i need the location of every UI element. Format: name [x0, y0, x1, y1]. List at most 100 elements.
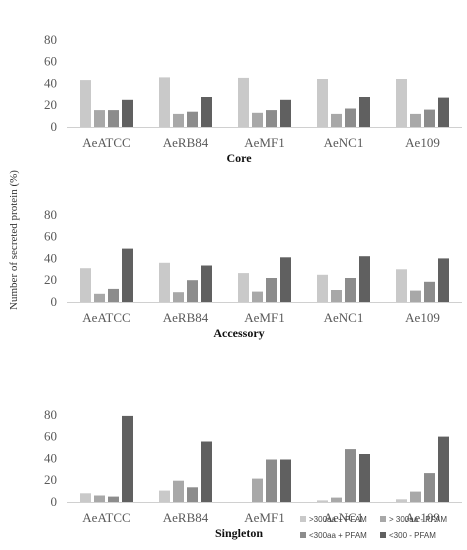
bar	[159, 490, 170, 502]
panel-core: 0 20 40 60 80 AeATCC AeRB84 AeMF1 AeNC1 Ae109 Core	[44, 32, 462, 165]
bar	[266, 459, 277, 502]
x-tick-label: AeRB84	[163, 310, 209, 325]
y-tick-label: 20	[44, 97, 57, 112]
bar	[187, 111, 198, 127]
bar	[122, 248, 133, 302]
legend-label: <300aa + PFAM	[309, 531, 367, 540]
legend-swatch	[300, 532, 306, 538]
x-tick-label: AeATCC	[82, 310, 130, 325]
bar	[159, 77, 170, 127]
bar	[331, 290, 342, 302]
bar	[410, 113, 421, 127]
legend-label: > 300aa - PFAM	[389, 515, 447, 524]
bar	[396, 499, 407, 502]
bar	[80, 80, 91, 127]
bar	[238, 77, 249, 127]
bar	[396, 269, 407, 302]
x-tick-label: Ae109	[405, 310, 440, 325]
bar	[159, 262, 170, 302]
bar	[280, 257, 291, 302]
legend-swatch	[380, 532, 386, 538]
x-tick-label: AeMF1	[244, 135, 284, 150]
y-tick-label: 0	[51, 494, 58, 509]
legend-label: <300 - PFAM	[389, 531, 436, 540]
bar	[252, 112, 263, 127]
bar	[108, 288, 119, 302]
bar	[252, 291, 263, 302]
bar	[438, 258, 449, 302]
y-tick-label: 40	[44, 250, 57, 265]
y-tick-label: 20	[44, 472, 57, 487]
y-tick-label: 60	[44, 229, 57, 244]
y-tick-label: 40	[44, 75, 57, 90]
legend-swatch	[300, 516, 306, 522]
bar	[94, 293, 105, 302]
bar	[201, 265, 212, 302]
bar	[173, 113, 184, 127]
bar	[331, 497, 342, 502]
panel-title: Core	[226, 151, 252, 165]
panel-singleton: 0 20 40 60 80 AeATCC AeRB84 AeMF1 AeNC1 Ae109 Sing…	[44, 407, 462, 540]
bar	[345, 449, 356, 502]
x-tick-label: AeATCC	[82, 510, 130, 525]
y-tick-label: 0	[51, 119, 58, 134]
bar	[424, 281, 435, 302]
y-tick-label: 80	[44, 407, 57, 422]
bar	[331, 113, 342, 127]
bar	[122, 99, 133, 128]
y-tick-label: 20	[44, 272, 57, 287]
legend-item: <300aa + PFAM	[300, 531, 367, 540]
bar	[438, 97, 449, 127]
bar	[173, 480, 184, 502]
x-tick-label: AeRB84	[163, 135, 209, 150]
bar	[396, 79, 407, 127]
bar	[317, 500, 328, 502]
y-tick-label: 40	[44, 450, 57, 465]
bar	[266, 278, 277, 302]
legend-label: >300aa + PFAM	[309, 515, 367, 524]
bar	[187, 487, 198, 502]
y-tick-label: 80	[44, 207, 57, 222]
bar	[280, 459, 291, 502]
legend-item: > 300aa - PFAM	[380, 515, 447, 524]
bar	[345, 108, 356, 127]
legend-item: <300 - PFAM	[380, 531, 436, 540]
bar	[410, 491, 421, 502]
bar	[317, 274, 328, 303]
x-tick-label: Ae109	[405, 510, 440, 525]
y-tick-label: 60	[44, 429, 57, 444]
bar	[345, 278, 356, 302]
bar	[80, 493, 91, 502]
panel-title: Accessory	[213, 326, 264, 340]
x-tick-label: AeNC1	[324, 310, 364, 325]
bar	[108, 110, 119, 127]
bar	[201, 97, 212, 127]
bar	[122, 415, 133, 502]
bar	[359, 454, 370, 502]
x-tick-label: AeNC1	[324, 510, 364, 525]
bar	[80, 268, 91, 302]
y-tick-label: 80	[44, 32, 57, 47]
bar	[317, 79, 328, 127]
bar	[238, 273, 249, 302]
y-axis-label: Number of secreted protein (%)	[8, 170, 20, 310]
x-tick-label: AeATCC	[82, 135, 130, 150]
panels: 0 20 40 60 80 AeATCC AeRB84 AeMF1 AeNC1 Ae109 Core…	[44, 32, 462, 540]
panel-accessory: 0 20 40 60 80 AeATCC AeRB84 AeMF1 AeNC1 Ae109 Acce…	[44, 207, 462, 340]
legend-item: >300aa + PFAM	[300, 515, 367, 524]
bar	[438, 436, 449, 502]
bar	[266, 110, 277, 127]
bar	[173, 292, 184, 302]
y-tick-label: 60	[44, 54, 57, 69]
bar	[108, 496, 119, 503]
x-tick-label: AeMF1	[244, 510, 284, 525]
panel-title: Singleton	[215, 526, 263, 540]
bar	[424, 109, 435, 127]
bar	[94, 495, 105, 502]
bar	[201, 441, 212, 502]
bar	[252, 478, 263, 502]
legend-swatch	[380, 516, 386, 522]
bar	[280, 99, 291, 128]
x-tick-label: AeRB84	[163, 510, 209, 525]
